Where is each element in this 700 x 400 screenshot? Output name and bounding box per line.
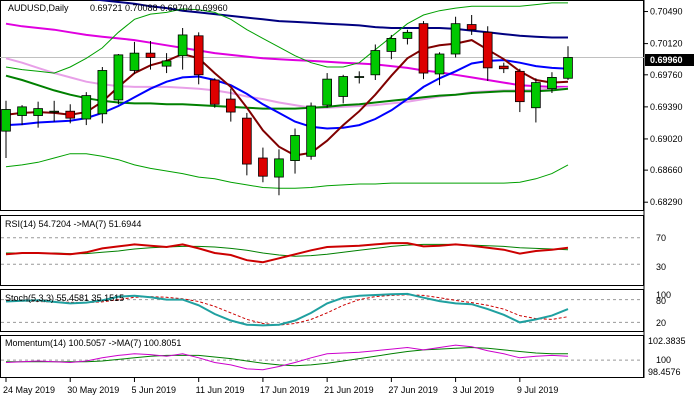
bull-candle <box>386 38 397 52</box>
stoch-title: Stoch(5,3,3) 55.4581 35.1515 <box>5 293 124 303</box>
ohlc-readout: 0.69721 0.70088 0.69704 0.69960 <box>90 3 228 13</box>
bull-candle <box>370 50 381 76</box>
rsi-level-30-label: 30 <box>656 262 666 272</box>
bull-candle <box>17 106 27 116</box>
current-price-label: 0.69960 <box>650 55 683 65</box>
bull-candle <box>81 95 92 120</box>
rsi-title: RSI(14) 54.7204 ->MA(7) 51.6944 <box>5 219 141 229</box>
overlay-bb_upper <box>5 2 568 74</box>
bull-candle <box>306 105 316 157</box>
bull-candle <box>177 34 188 57</box>
symbol-title: AUDUSD,Daily <box>8 3 69 13</box>
momentum-ma-line <box>6 346 568 367</box>
price-axis-labels: 0.70490 0.70120 0.69760 0.69390 0.69020 0.686… <box>644 7 683 207</box>
momentum-level-100-label: 100 <box>656 355 671 365</box>
momentum-layer <box>1 344 643 371</box>
momentum-level-low-label: 98.4576 <box>648 367 681 377</box>
bull-candle <box>49 110 59 113</box>
bull-candle <box>531 82 541 109</box>
bull-candle <box>113 54 124 101</box>
bull-candle <box>161 60 172 67</box>
bull-candle <box>354 76 365 78</box>
bear-candle <box>258 157 268 177</box>
overlay-ma_navy <box>90 0 568 39</box>
stoch-level-20-label: 20 <box>656 318 666 328</box>
bull-candle <box>33 108 43 116</box>
time-tick-label: 11 Jun 2019 <box>196 385 245 395</box>
time-tick-label: 9 Jul 2019 <box>517 385 559 395</box>
bear-candle <box>145 52 156 58</box>
momentum-level-high-label: 102.3835 <box>648 336 686 346</box>
bear-candle <box>482 31 493 69</box>
bull-candle <box>338 76 349 97</box>
bull-candle <box>450 23 461 55</box>
bear-candle <box>242 117 252 165</box>
bear-candle <box>515 70 525 103</box>
time-tick-label: 24 May 2019 <box>3 385 55 395</box>
price-tick-label: 0.69390 <box>650 102 683 112</box>
momentum-mom-line <box>5 344 569 371</box>
bear-candle <box>466 24 477 31</box>
bull-candle <box>434 53 445 75</box>
overlay-bb_lower <box>5 153 569 189</box>
stoch-main-line <box>5 292 569 327</box>
bull-candle <box>547 77 557 90</box>
bull-candle <box>290 135 300 161</box>
bear-candle <box>498 65 509 70</box>
rsi-level-70-label: 70 <box>656 233 666 243</box>
bull-candle <box>402 31 413 39</box>
stoch-signal-line <box>5 294 569 326</box>
bear-candle <box>209 79 220 105</box>
bear-candle <box>418 23 429 74</box>
price-tick-label: 0.70490 <box>650 7 683 17</box>
bull-candle <box>97 70 108 115</box>
stoch-top-label: 100 <box>656 290 671 300</box>
bear-candle <box>225 98 236 113</box>
bull-candle <box>1 109 11 132</box>
rsi-rsi-line <box>5 242 569 264</box>
time-axis-labels: 24 May 2019 30 May 2019 5 Jun 2019 11 Jun 2… <box>3 378 558 395</box>
bull-candle <box>563 57 573 79</box>
stoch-layer <box>1 292 643 327</box>
time-tick-label: 17 Jun 2019 <box>260 385 310 395</box>
price-tick-label: 0.69020 <box>650 134 683 144</box>
bull-candle <box>322 78 332 106</box>
current-price-box <box>645 54 694 66</box>
time-tick-label: 30 May 2019 <box>67 385 119 395</box>
time-tick-label: 3 Jul 2019 <box>453 385 495 395</box>
overlay-ma_magenta <box>5 22 568 88</box>
bull-candle <box>274 158 284 178</box>
time-tick-label: 27 Jun 2019 <box>388 385 438 395</box>
rsi-layer <box>1 237 643 265</box>
bear-candle <box>65 110 76 119</box>
overlay-layer <box>5 0 569 189</box>
bull-candle <box>129 52 140 71</box>
price-tick-label: 0.70120 <box>650 39 683 49</box>
price-tick-label: 0.68660 <box>650 165 683 175</box>
time-tick-label: 21 Jun 2019 <box>324 385 374 395</box>
candles-layer <box>1 15 573 196</box>
momentum-title: Momentum(14) 100.5057 ->MA(7) 100.8051 <box>5 338 181 348</box>
bear-candle <box>193 35 204 76</box>
price-tick-label: 0.69760 <box>650 70 683 80</box>
stoch-level-80-label: 80 <box>656 296 666 306</box>
price-tick-label: 0.68290 <box>650 197 683 207</box>
time-tick-label: 5 Jun 2019 <box>131 385 176 395</box>
